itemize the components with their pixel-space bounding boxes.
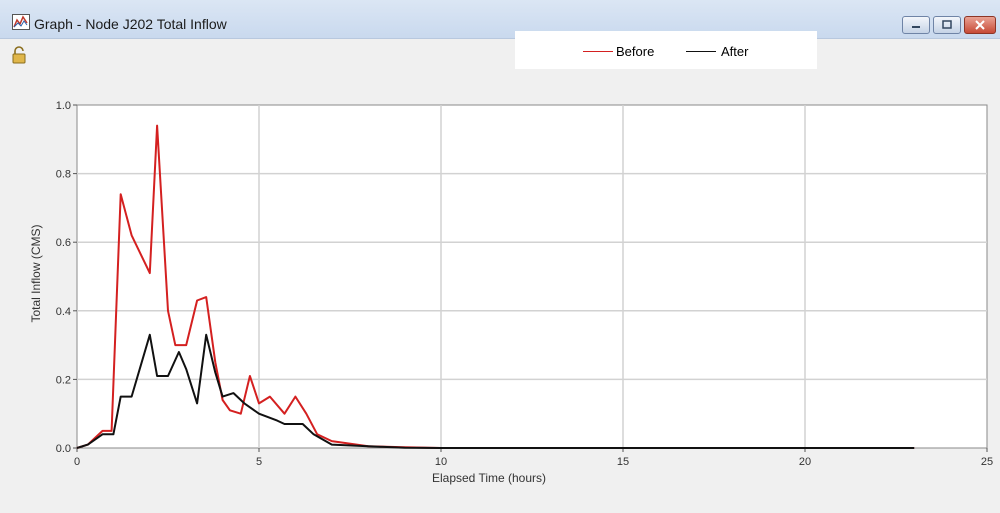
maximize-button[interactable]	[933, 16, 961, 34]
legend-line-before	[583, 51, 613, 52]
x-tick-label: 5	[256, 456, 262, 468]
window-title: Graph - Node J202 Total Inflow	[34, 16, 227, 32]
y-tick-label: 0.6	[56, 237, 71, 249]
legend-line-after	[686, 51, 716, 52]
legend-label-after: After	[721, 44, 749, 59]
x-tick-label: 0	[74, 456, 80, 468]
series-line-after	[76, 333, 915, 449]
maximize-icon	[942, 20, 952, 29]
x-tick-label: 10	[435, 456, 447, 468]
x-tick-label: 20	[799, 456, 811, 468]
y-tick-label: 0.4	[56, 306, 71, 318]
inflow-chart: 0.0 0.2 0.4 0.6 0.8 1.0 0 5 10 15 20 25 Elapsed Time…	[29, 100, 993, 485]
x-tick-label: 15	[617, 456, 629, 468]
minimize-button[interactable]	[902, 16, 930, 34]
lock-icon[interactable]	[12, 46, 26, 64]
y-tick-label: 0.0	[56, 443, 71, 455]
x-tick-label: 25	[981, 456, 993, 468]
y-axis-title: Total Inflow (CMS)	[29, 224, 43, 322]
close-icon	[975, 20, 985, 30]
y-tick-label: 0.8	[56, 169, 71, 181]
close-button[interactable]	[964, 16, 996, 34]
graph-icon	[12, 14, 30, 30]
title-bar[interactable]: Graph - Node J202 Total Inflow	[0, 0, 1000, 39]
y-tick-label: 1.0	[56, 100, 71, 112]
legend-label-before: Before	[616, 44, 655, 59]
x-axis-title: Elapsed Time (hours)	[432, 471, 546, 485]
y-tick-label: 0.2	[56, 374, 71, 386]
chart-legend: Before After	[515, 31, 817, 69]
plot-area	[76, 104, 988, 449]
minimize-icon	[912, 26, 920, 28]
